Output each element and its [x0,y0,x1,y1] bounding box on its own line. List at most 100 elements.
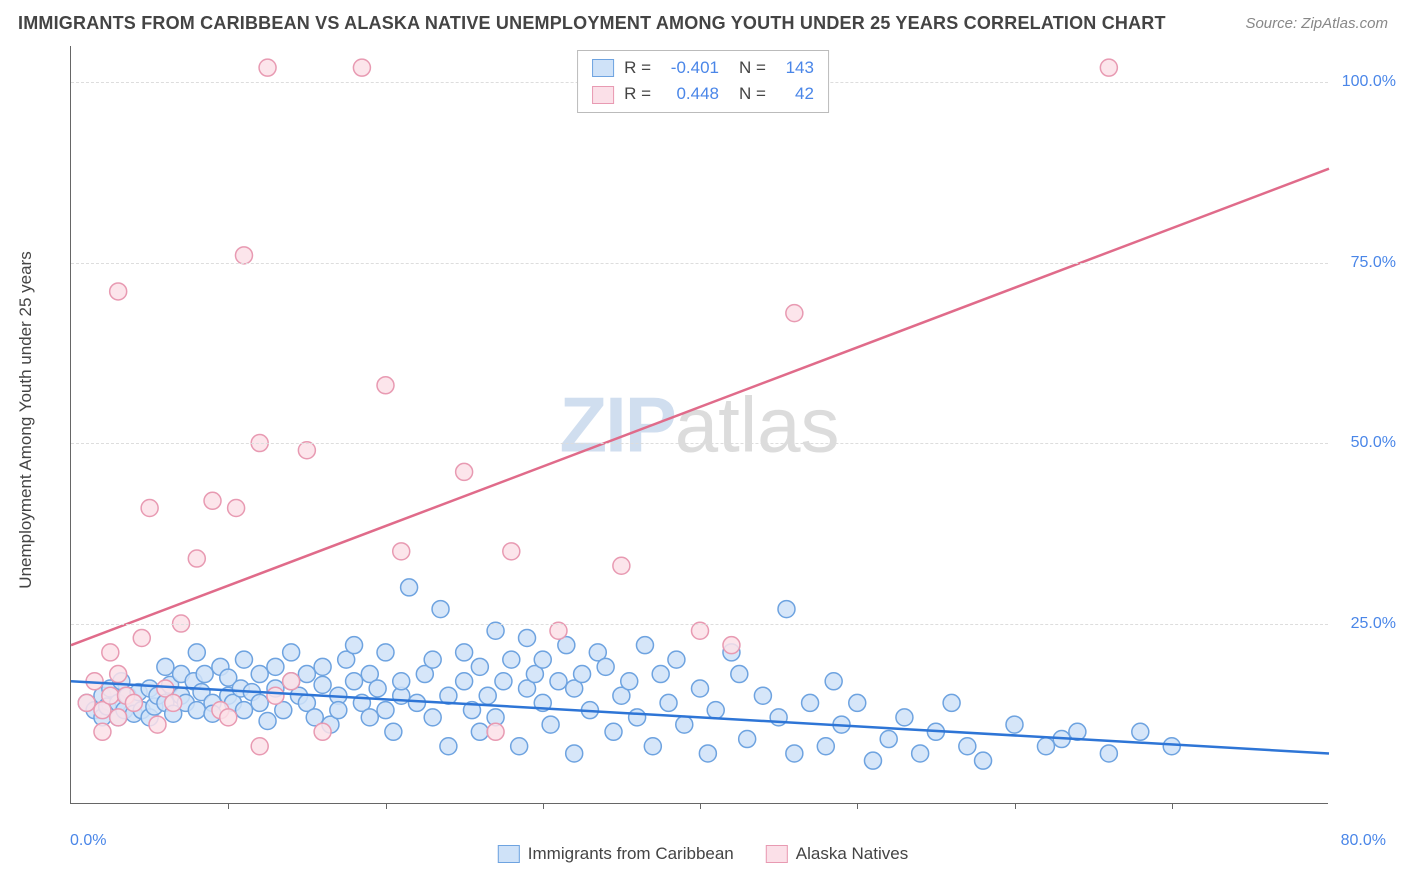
scatter-point [353,59,370,76]
scatter-point [723,637,740,654]
y-tick-label: 25.0% [1351,615,1396,633]
scatter-point [566,745,583,762]
y-tick-label: 50.0% [1351,434,1396,452]
grid-line [71,263,1328,264]
scatter-point [125,694,142,711]
scatter-point [629,709,646,726]
legend-swatch [592,59,614,77]
scatter-point [377,702,394,719]
scatter-point [621,673,638,690]
scatter-point [314,723,331,740]
scatter-point [550,622,567,639]
scatter-point [235,247,252,264]
scatter-point [393,673,410,690]
correlation-legend-row: R =-0.401N =143 [592,55,814,81]
scatter-point [314,676,331,693]
scatter-point [314,658,331,675]
series-legend: Immigrants from CaribbeanAlaska Natives [498,844,908,864]
scatter-point [479,687,496,704]
scatter-point [424,709,441,726]
scatter-point [456,673,473,690]
scatter-point [975,752,992,769]
scatter-point [652,666,669,683]
scatter-point [754,687,771,704]
scatter-point [707,702,724,719]
scatter-point [849,694,866,711]
scatter-point [110,283,127,300]
legend-swatch [592,86,614,104]
scatter-point [401,579,418,596]
correlation-legend-row: R =0.448N =42 [592,81,814,107]
scatter-point [1006,716,1023,733]
scatter-point [597,658,614,675]
scatter-point [605,723,622,740]
scatter-point [802,694,819,711]
legend-swatch [498,845,520,863]
scatter-point [519,629,536,646]
scatter-point [880,731,897,748]
y-axis-title: Unemployment Among Youth under 25 years [16,251,36,588]
scatter-point [503,543,520,560]
scatter-point [668,651,685,668]
scatter-point [550,673,567,690]
scatter-point [574,666,591,683]
scatter-point [165,694,182,711]
legend-r-label: R = [624,81,651,107]
scatter-point [542,716,559,733]
scatter-point [424,651,441,668]
scatter-point [440,738,457,755]
grid-line [71,624,1328,625]
scatter-point [786,305,803,322]
scatter-point [188,644,205,661]
scatter-point [133,629,150,646]
scatter-point [102,687,119,704]
scatter-point [1037,738,1054,755]
legend-swatch [766,845,788,863]
x-tick [857,803,858,809]
scatter-point [1132,723,1149,740]
scatter-point [141,500,158,517]
scatter-point [786,745,803,762]
scatter-point [613,557,630,574]
legend-r-value: -0.401 [661,55,719,81]
y-tick-label: 75.0% [1351,254,1396,272]
scatter-point [699,745,716,762]
scatter-point [283,673,300,690]
scatter-point [636,637,653,654]
scatter-point [157,658,174,675]
legend-n-label: N = [739,81,766,107]
scatter-point [377,377,394,394]
scatter-point [912,745,929,762]
scatter-point [432,601,449,618]
scatter-point [251,666,268,683]
scatter-point [471,723,488,740]
scatter-point [298,666,315,683]
scatter-point [471,658,488,675]
scatter-point [188,550,205,567]
scatter-point [644,738,661,755]
scatter-point [361,709,378,726]
source-label: Source: ZipAtlas.com [1245,15,1388,32]
scatter-point [534,651,551,668]
scatter-point [487,723,504,740]
y-tick-label: 100.0% [1342,73,1396,91]
scatter-point [456,463,473,480]
x-tick [700,803,701,809]
x-axis-max-label: 80.0% [1341,832,1386,850]
scatter-point [78,694,95,711]
scatter-point [235,651,252,668]
scatter-point [731,666,748,683]
series-legend-item: Alaska Natives [766,844,908,864]
scatter-point [251,694,268,711]
chart-header: IMMIGRANTS FROM CARIBBEAN VS ALASKA NATI… [18,8,1388,38]
scatter-point [110,709,127,726]
scatter-point [204,492,221,509]
correlation-legend: R =-0.401N =143R =0.448N =42 [577,50,829,113]
scatter-point [188,702,205,719]
trend-line [71,169,1329,645]
scatter-point [503,651,520,668]
legend-r-label: R = [624,55,651,81]
scatter-point [330,702,347,719]
scatter-point [393,543,410,560]
chart-svg [71,46,1328,803]
